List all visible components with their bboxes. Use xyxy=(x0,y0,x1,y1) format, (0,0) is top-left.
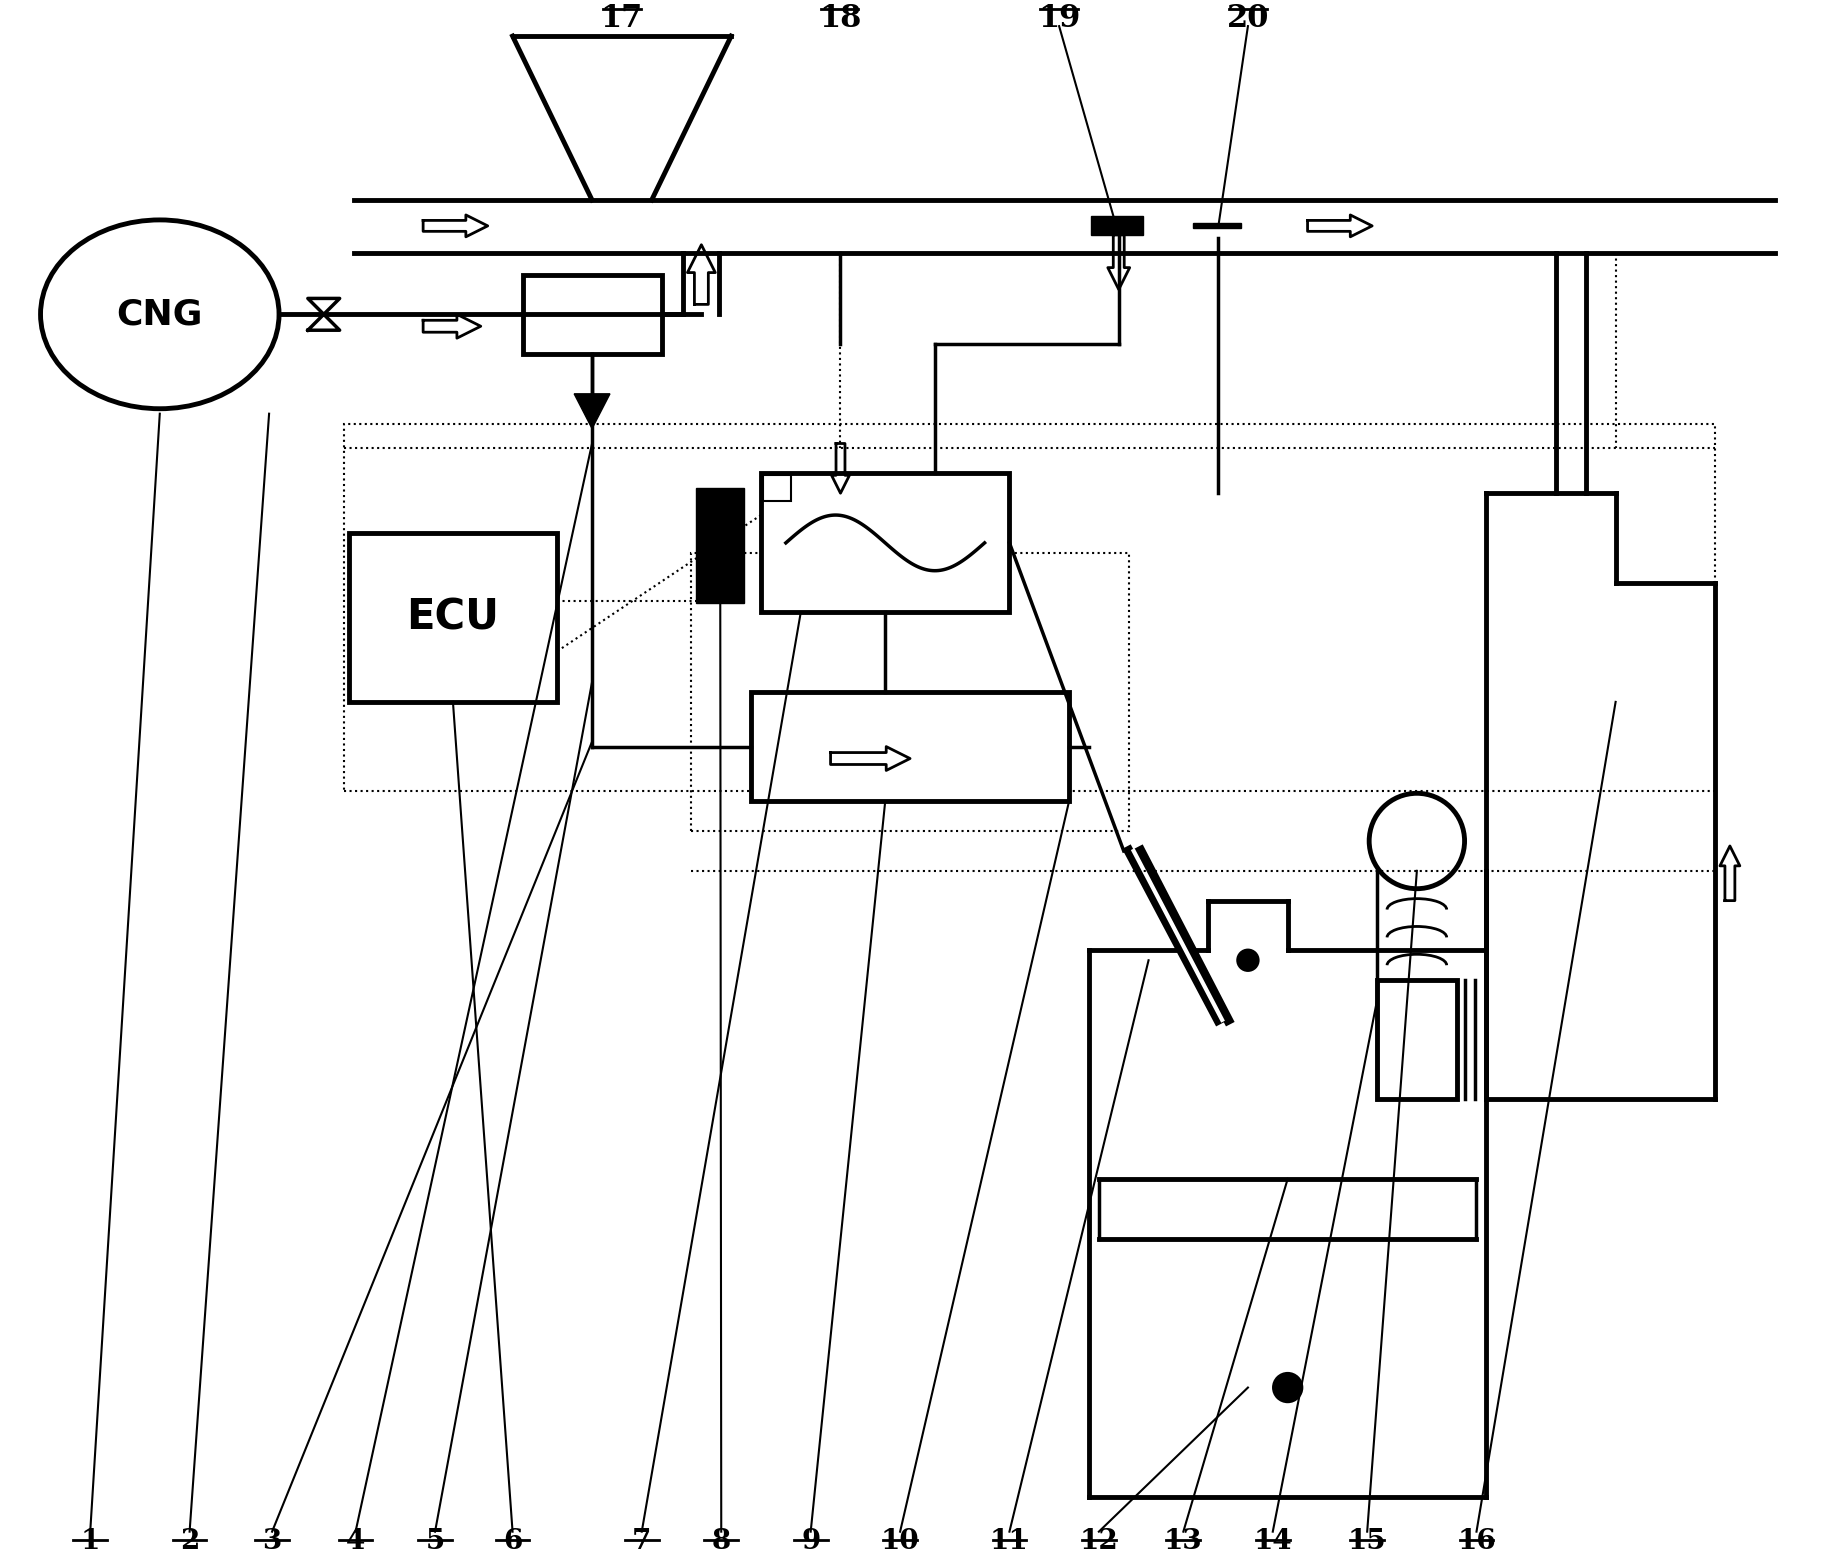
Polygon shape xyxy=(574,394,611,428)
Text: 2: 2 xyxy=(180,1528,199,1555)
Bar xyxy=(1091,217,1142,235)
Circle shape xyxy=(1274,1374,1302,1402)
Bar xyxy=(344,424,1716,791)
Text: 8: 8 xyxy=(712,1528,730,1555)
Text: 1: 1 xyxy=(81,1528,99,1555)
Bar xyxy=(1377,980,1456,1100)
Bar xyxy=(349,533,557,703)
Text: 9: 9 xyxy=(802,1528,820,1555)
Text: 6: 6 xyxy=(502,1528,522,1555)
Circle shape xyxy=(1370,793,1464,888)
Text: 12: 12 xyxy=(1079,1528,1118,1555)
Text: 10: 10 xyxy=(881,1528,920,1555)
Text: 3: 3 xyxy=(263,1528,281,1555)
Text: 4: 4 xyxy=(346,1528,366,1555)
Ellipse shape xyxy=(40,220,280,408)
Text: 5: 5 xyxy=(425,1528,445,1555)
Text: 13: 13 xyxy=(1164,1528,1203,1555)
Text: CNG: CNG xyxy=(116,298,202,332)
Circle shape xyxy=(1238,950,1258,971)
Bar xyxy=(1194,223,1241,227)
Bar xyxy=(763,475,791,502)
Text: 20: 20 xyxy=(1227,3,1269,34)
Bar xyxy=(691,553,1129,830)
Text: ECU: ECU xyxy=(406,597,500,639)
Text: 19: 19 xyxy=(1037,3,1079,34)
Text: 17: 17 xyxy=(601,3,644,34)
Text: 15: 15 xyxy=(1348,1528,1387,1555)
Bar xyxy=(697,488,745,603)
Bar xyxy=(761,474,1010,612)
Bar xyxy=(522,274,662,354)
Text: 11: 11 xyxy=(989,1528,1028,1555)
Bar xyxy=(750,692,1068,801)
Text: 18: 18 xyxy=(820,3,862,34)
Text: 16: 16 xyxy=(1456,1528,1495,1555)
Text: 7: 7 xyxy=(633,1528,651,1555)
Text: 14: 14 xyxy=(1254,1528,1293,1555)
